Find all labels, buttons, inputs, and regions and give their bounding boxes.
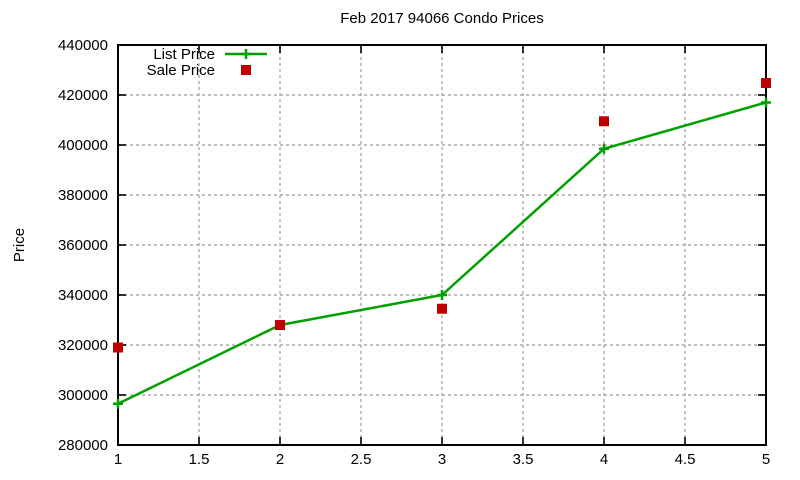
x-tick-label: 1 [114, 451, 122, 468]
legend-label: Sale Price [147, 62, 215, 79]
legend-sample-plus [241, 49, 251, 59]
x-tick-label: 4 [600, 451, 608, 468]
y-tick-label: 400000 [58, 137, 108, 154]
legend-sample-square [241, 65, 251, 75]
y-tick-label: 420000 [58, 87, 108, 104]
list-price-plus-marker [437, 290, 447, 300]
x-tick-label: 4.5 [675, 451, 696, 468]
y-tick-label: 440000 [58, 37, 108, 54]
y-tick-label: 300000 [58, 387, 108, 404]
sale-price-square-marker [437, 303, 447, 314]
list-price-plus-marker [599, 143, 609, 154]
plot-frame [117, 44, 767, 446]
y-tick-label: 320000 [58, 337, 108, 354]
chart-title: Feb 2017 94066 Condo Prices [340, 10, 544, 27]
sale-price-square-marker [761, 78, 771, 88]
y-tick-label: 280000 [58, 437, 108, 454]
sale-price-square-marker [275, 320, 285, 330]
x-tick-label: 3.5 [513, 451, 534, 468]
x-tick-label: 3 [438, 451, 446, 468]
sale-price-square-marker [599, 116, 609, 127]
list-price-plus-marker [113, 398, 123, 409]
x-tick-label: 2.5 [351, 451, 372, 468]
x-tick-label: 2 [276, 451, 284, 468]
legend-label: List Price [153, 46, 215, 63]
x-tick-label: 5 [762, 451, 770, 468]
y-tick-label: 360000 [58, 237, 108, 254]
y-tick-label: 340000 [58, 287, 108, 304]
list-price-plus-marker [761, 97, 771, 108]
y-tick-label: 380000 [58, 187, 108, 204]
x-tick-label: 1.5 [189, 451, 210, 468]
sale-price-square-marker [113, 342, 123, 353]
